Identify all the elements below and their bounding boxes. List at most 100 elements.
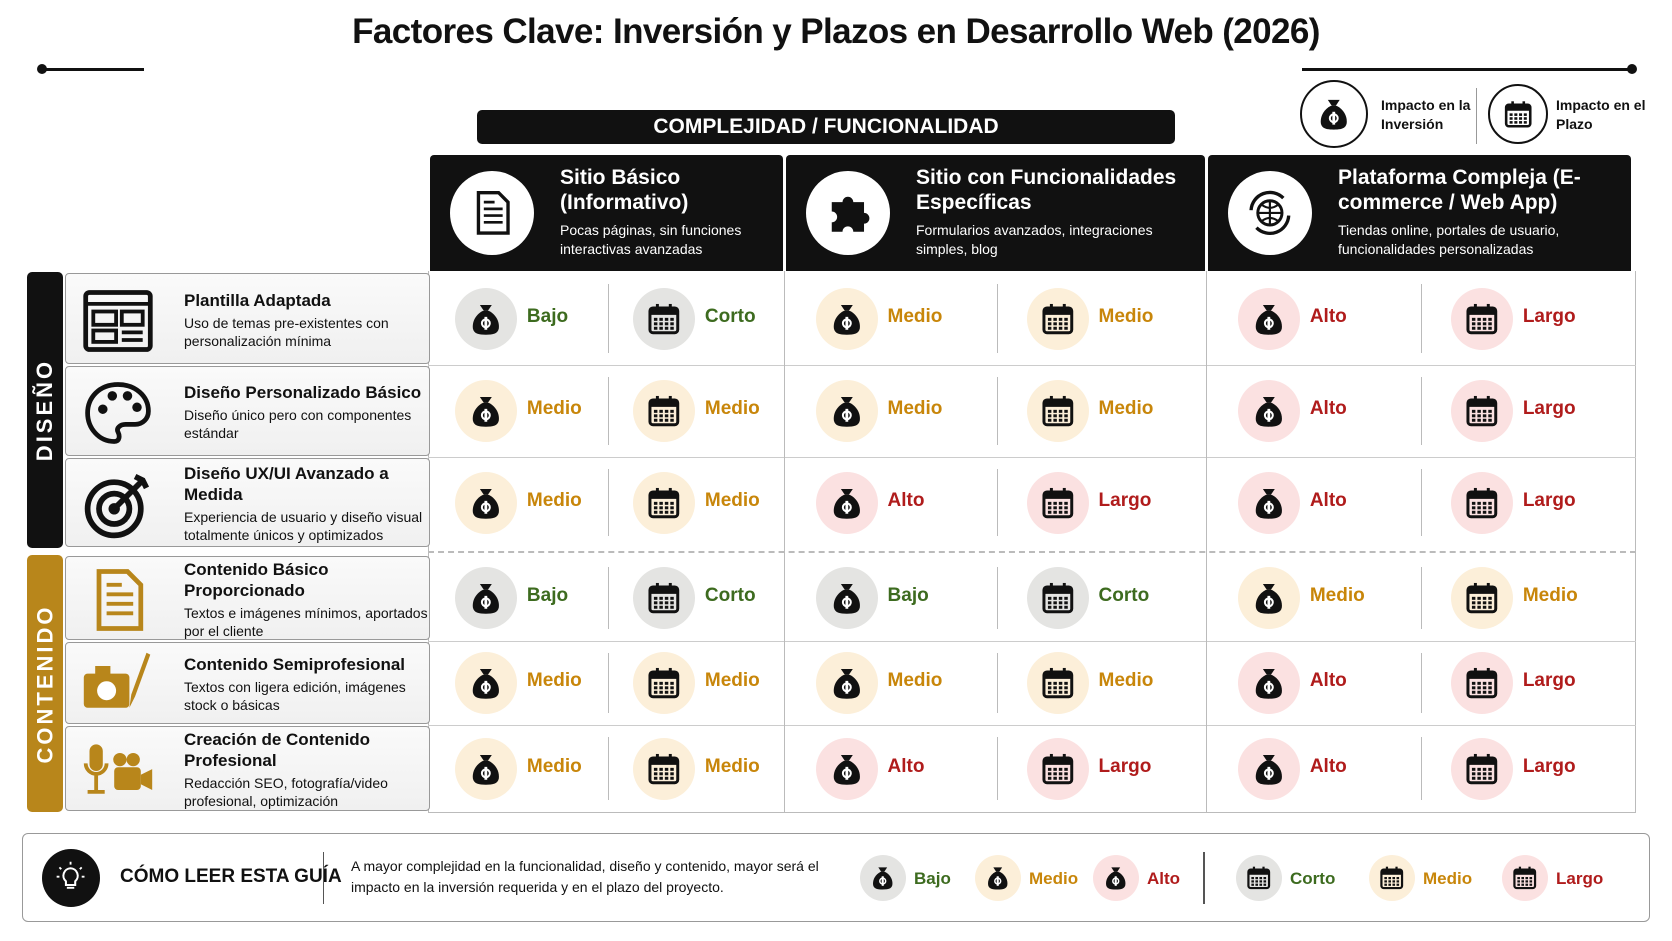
cell-divider xyxy=(997,284,998,353)
row-divider xyxy=(428,365,1636,366)
cell-divider xyxy=(608,377,609,445)
investment-icon xyxy=(454,471,517,534)
time-level: Largo xyxy=(1522,398,1576,419)
row-text: Contenido Semiprofesional Textos con lige… xyxy=(184,643,429,725)
row-header: Diseño Personalizado Básico Diseño único … xyxy=(65,366,430,456)
investment-level: Alto xyxy=(887,489,925,511)
investment-level: Medio xyxy=(887,305,943,327)
legend-time-icon xyxy=(1488,84,1548,144)
column-icon xyxy=(806,171,890,255)
time-level: Corto xyxy=(704,305,756,327)
time-icon xyxy=(1026,652,1089,714)
time-level: Medio xyxy=(1098,670,1154,691)
time-icon xyxy=(1026,287,1089,350)
cell-divider xyxy=(608,737,609,800)
rule-dot xyxy=(37,64,47,74)
guide-time-icon xyxy=(1236,855,1282,901)
investment-level: Alto xyxy=(887,755,925,777)
time-level: Medio xyxy=(704,398,760,419)
row-icon xyxy=(80,562,156,638)
time-icon xyxy=(632,380,695,442)
investment-icon xyxy=(454,380,517,442)
legend-time-label: Impacto en el Plazo xyxy=(1556,97,1646,132)
group-separator xyxy=(428,551,1636,553)
guide-level: Medio xyxy=(1423,869,1473,888)
investment-icon xyxy=(815,287,878,350)
guide-icon xyxy=(42,849,100,907)
row-text: Diseño Personalizado Básico Diseño único … xyxy=(184,367,429,457)
time-icon xyxy=(1026,567,1089,629)
time-level: Largo xyxy=(1098,489,1152,511)
rule-dot xyxy=(1627,64,1637,74)
row-title: Contenido Semiprofesional xyxy=(184,655,406,674)
cell-divider xyxy=(1421,377,1422,445)
investment-level: Medio xyxy=(887,398,943,419)
row-title: Diseño Personalizado Básico xyxy=(184,383,422,402)
row-description: Textos con ligera edición, imágenes stoc… xyxy=(184,679,406,713)
investment-level: Alto xyxy=(1309,398,1347,419)
guide-box xyxy=(22,833,1650,922)
time-icon xyxy=(1450,737,1513,800)
investment-level: Medio xyxy=(526,398,582,419)
time-level: Medio xyxy=(1522,585,1578,606)
cell-divider xyxy=(608,653,609,713)
row-divider xyxy=(428,641,1636,642)
investment-level: Medio xyxy=(526,489,582,511)
investment-icon xyxy=(815,567,878,629)
guide-level: Corto xyxy=(1290,869,1336,888)
column-header: Sitio con Funcionalidades Específicas For… xyxy=(786,155,1205,271)
column-title: Sitio Básico (Informativo) xyxy=(560,166,689,214)
legend-investment-icon xyxy=(1300,80,1368,148)
row-description: Textos e imágenes mínimos, aportados por… xyxy=(184,604,428,639)
investment-level: Alto xyxy=(1309,305,1347,327)
row-icon xyxy=(80,283,156,359)
investment-level: Alto xyxy=(1309,670,1347,691)
cell-divider xyxy=(997,737,998,800)
row-header: Contenido Semiprofesional Textos con lige… xyxy=(65,642,430,724)
time-icon xyxy=(632,567,695,629)
column-header: Plataforma Compleja (E-commerce / Web Ap… xyxy=(1208,155,1631,271)
time-icon xyxy=(1026,737,1089,800)
investment-level: Bajo xyxy=(526,585,569,606)
investment-level: Alto xyxy=(1309,489,1347,511)
investment-icon xyxy=(1237,737,1300,800)
column-title: Sitio con Funcionalidades Específicas xyxy=(916,166,1177,214)
legend-divider xyxy=(1476,88,1477,144)
investment-icon xyxy=(1237,380,1300,442)
guide-investment-icon xyxy=(975,855,1021,901)
guide-time-icon xyxy=(1369,855,1415,901)
time-level: Largo xyxy=(1522,670,1576,691)
row-description: Uso de temas pre-existentes con personal… xyxy=(184,314,389,349)
group-band: DISEÑO xyxy=(27,272,63,548)
group-label: CONTENIDO xyxy=(32,604,57,763)
guide-investment-icon xyxy=(860,855,906,901)
guide-text: A mayor complejidad en la funcionalidad,… xyxy=(351,858,819,895)
investment-icon xyxy=(815,737,878,800)
complexity-header: COMPLEJIDAD / FUNCIONALIDAD xyxy=(477,110,1175,144)
guide-divider xyxy=(323,852,324,904)
column-description: Tiendas online, portales de usuario, fun… xyxy=(1338,222,1560,257)
investment-icon xyxy=(1237,567,1300,629)
row-text: Plantilla Adaptada Uso de temas pre-exist… xyxy=(184,274,429,365)
time-icon xyxy=(1450,471,1513,534)
time-level: Medio xyxy=(1098,305,1154,327)
guide-level: Alto xyxy=(1147,869,1181,888)
investment-icon xyxy=(815,380,878,442)
time-level: Medio xyxy=(704,489,760,511)
cell-divider xyxy=(608,469,609,536)
time-icon xyxy=(1450,380,1513,442)
row-divider xyxy=(428,725,1636,726)
guide-level: Bajo xyxy=(914,869,951,888)
investment-icon xyxy=(454,287,517,350)
time-level: Largo xyxy=(1522,305,1576,327)
row-title: Creación de Contenido Profesional xyxy=(184,730,371,770)
cell-divider xyxy=(997,567,998,629)
investment-level: Alto xyxy=(1309,755,1347,777)
guide-title: CÓMO LEER ESTA GUÍA xyxy=(120,866,342,887)
time-level: Medio xyxy=(1098,398,1154,419)
investment-icon xyxy=(815,652,878,714)
time-icon xyxy=(1450,567,1513,629)
row-header: Plantilla Adaptada Uso de temas pre-exist… xyxy=(65,273,430,364)
guide-investment-icon xyxy=(1093,855,1139,901)
time-level: Largo xyxy=(1098,755,1152,777)
